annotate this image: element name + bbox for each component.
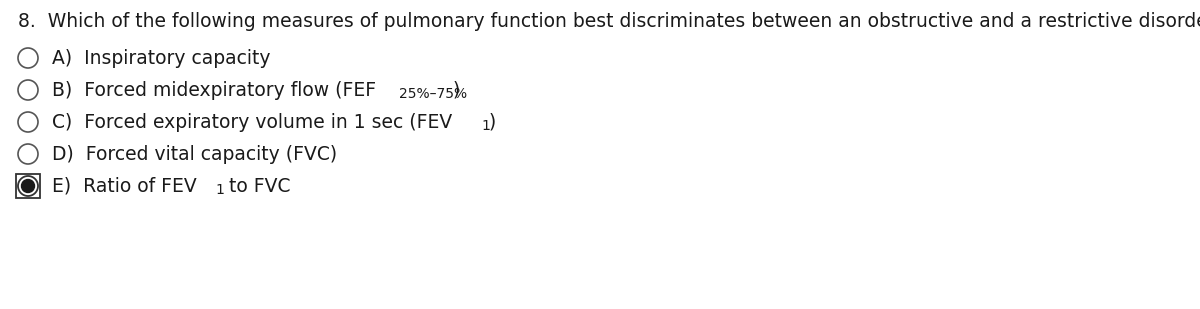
Text: D)  Forced vital capacity (FVC): D) Forced vital capacity (FVC) (52, 145, 337, 163)
Circle shape (22, 180, 35, 193)
Circle shape (18, 176, 38, 196)
Text: 8.  Which of the following measures of pulmonary function best discriminates bet: 8. Which of the following measures of pu… (18, 12, 1200, 31)
Text: A)  Inspiratory capacity: A) Inspiratory capacity (52, 49, 270, 67)
Text: to FVC: to FVC (223, 176, 290, 196)
Text: ): ) (488, 112, 496, 132)
Text: C)  Forced expiratory volume in 1 sec (FEV: C) Forced expiratory volume in 1 sec (FE… (52, 112, 452, 132)
Text: 1: 1 (216, 183, 224, 197)
Text: E)  Ratio of FEV: E) Ratio of FEV (52, 176, 197, 196)
Text: B)  Forced midexpiratory flow (FEF: B) Forced midexpiratory flow (FEF (52, 81, 376, 99)
Text: ): ) (452, 81, 460, 99)
Text: 25%–75%: 25%–75% (400, 87, 468, 100)
Text: 1: 1 (481, 118, 490, 133)
